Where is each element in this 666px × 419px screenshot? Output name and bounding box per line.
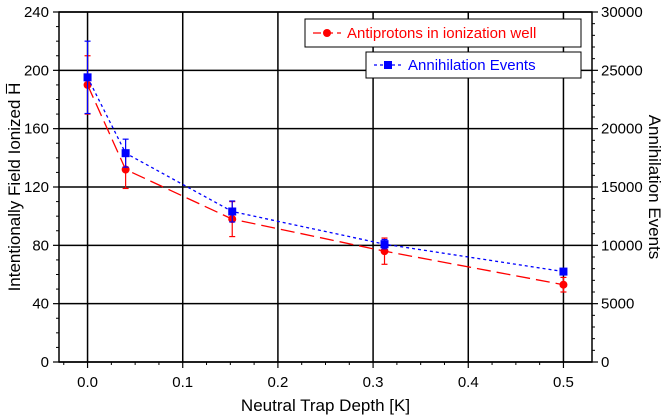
x-tick-label: 0.1 [172,374,193,391]
data-point [228,207,237,216]
y-tick-label: 240 [24,4,49,21]
legend-label-0: Antiprotons in ionization well [347,25,536,42]
legend-label-1: Annihilation Events [408,57,536,74]
y-tick-label: 160 [24,121,49,138]
y-tick-label: 80 [32,237,49,254]
legend-box-1 [365,51,582,79]
series-layer [83,40,568,293]
series-line-1 [86,77,564,273]
legend-marker-1 [384,61,392,69]
y-tick-label: 0 [41,354,49,371]
data-point [559,267,568,276]
y2-tick-label: 20000 [601,121,643,138]
legend: Antiprotons in ionization well Annihilati… [304,18,582,79]
data-point [559,280,568,289]
x-tick-label: 0.2 [267,374,288,391]
y2-tick-label: 0 [601,354,609,371]
x-tick-label: 0.4 [458,374,479,391]
data-point [83,73,92,82]
x-tick-label: 0.5 [553,374,574,391]
x-tick-label: 0.0 [77,374,98,391]
y-axis-label: Intentionally Field Ionized H̅ [5,83,24,292]
y2-axis-label: Annihilation Events [645,115,664,260]
series-line-0 [86,84,564,286]
legend-marker-0 [323,29,331,37]
x-tick-label: 0.3 [363,374,384,391]
y-tick-label: 40 [32,296,49,313]
data-point [121,149,130,158]
y2-tick-label: 15000 [601,179,643,196]
y2-tick-label: 10000 [601,237,643,254]
y-tick-label: 120 [24,179,49,196]
data-point [380,240,389,249]
legend-box-0 [304,18,582,48]
y2-tick-label: 25000 [601,62,643,79]
y-tick-label: 200 [24,62,49,79]
axes: 0.0 0.1 0.2 0.3 0.4 0.5 0 40 80 120 160 200 240 0 5000… [5,4,664,415]
x-axis-label: Neutral Trap Depth [K] [241,396,410,415]
y2-tick-label: 5000 [601,296,634,313]
y2-tick-label: 30000 [601,4,643,21]
